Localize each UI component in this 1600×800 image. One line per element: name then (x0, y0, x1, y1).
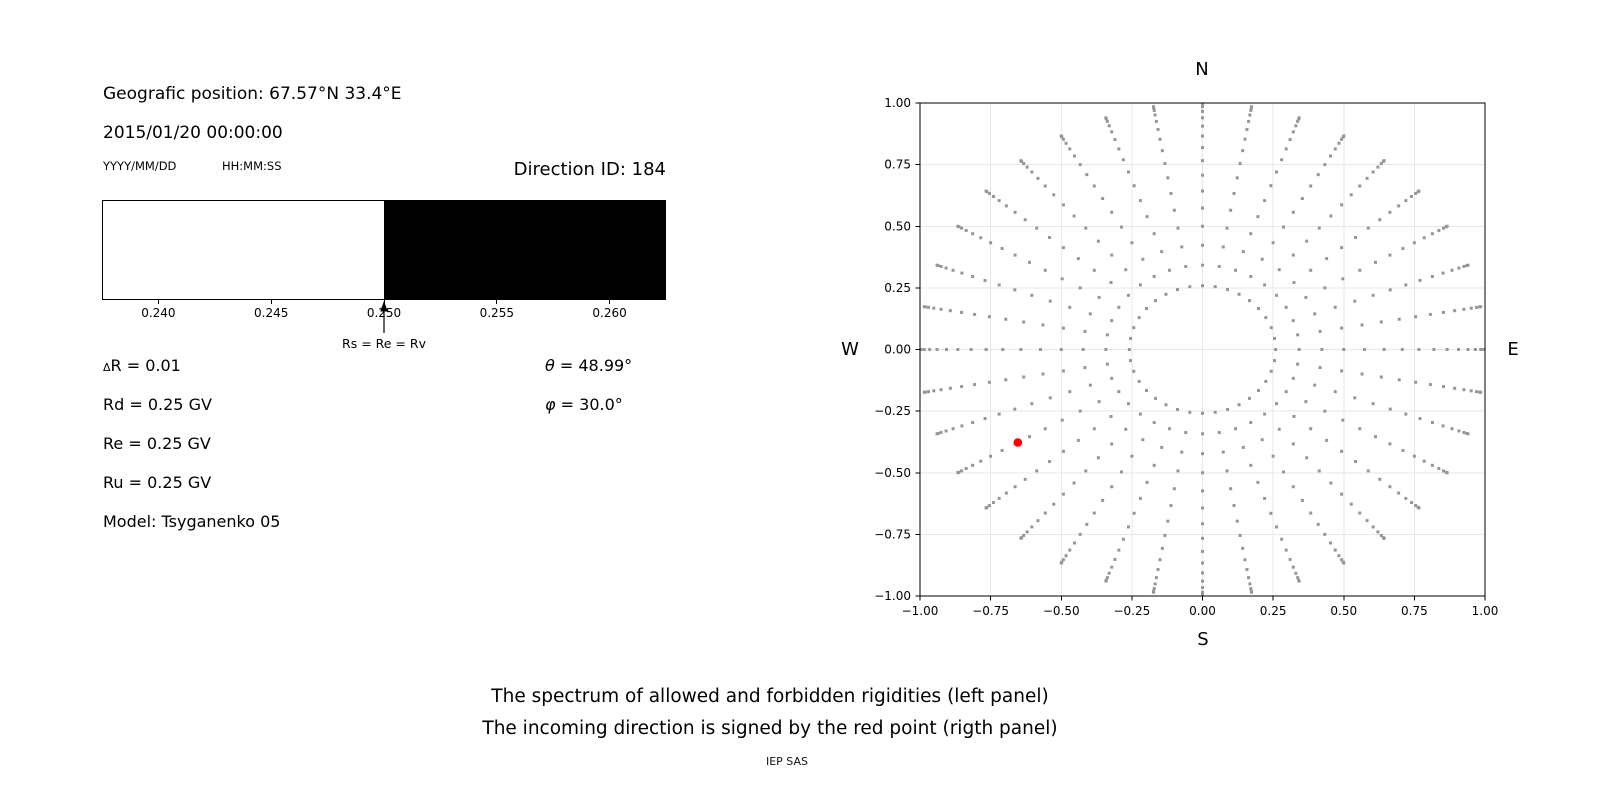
x-tick-label: 0.260 (592, 306, 627, 320)
caption-line-1: The spectrum of allowed and forbidden ri… (491, 686, 1049, 707)
cutoff-arrow-icon (380, 301, 388, 333)
spectrum-chart (102, 200, 666, 300)
delta-r-line: ΔR = 0.01 (103, 356, 181, 378)
x-tick-label: 0.50 (1330, 604, 1357, 618)
forbidden-region (384, 201, 665, 299)
cutoff-annotation: Rs = Re = Rv (342, 336, 426, 351)
x-tick-label: 0.245 (254, 306, 289, 320)
ru-line: Ru = 0.25 GV (103, 473, 212, 492)
y-tick-label: 0.00 (884, 343, 911, 357)
incoming-direction-point (1013, 438, 1023, 447)
x-tick-label: 0.75 (1401, 604, 1428, 618)
x-tick-label: 1.00 (1472, 604, 1499, 618)
phi-line: φ = 30.0° (545, 395, 665, 415)
x-tick (157, 300, 159, 304)
compass-label-south: S (1197, 629, 1209, 650)
theta-value: = 48.99° (554, 356, 633, 375)
y-tick-label: 1.00 (884, 96, 911, 110)
x-tick-label: 0.25 (1260, 604, 1287, 618)
delta-symbol: Δ (103, 361, 111, 374)
direction-plot-svg: −1.00 −0.75 −0.50 −0.25 0.00 0.25 0.50 0.75 1.00… (874, 96, 1499, 618)
delta-r-value: R = 0.01 (110, 356, 181, 375)
x-tick-label: 0.255 (479, 306, 514, 320)
y-tick-label: −0.75 (874, 527, 911, 541)
x-tick-label: −1.00 (902, 604, 939, 618)
x-tick (270, 300, 272, 304)
rd-line: Rd = 0.25 GV (103, 395, 212, 414)
x-tick (609, 300, 611, 304)
x-tick-label: −0.25 (1113, 604, 1150, 618)
x-tick-label: −0.50 (1043, 604, 1080, 618)
compass-label-east: E (1507, 339, 1519, 360)
allowed-region (103, 201, 384, 299)
x-tick-label: 0.00 (1189, 604, 1216, 618)
y-tick-label: 0.50 (884, 219, 911, 233)
phi-value: = 30.0° (555, 395, 623, 414)
y-tick-label: 0.75 (884, 158, 911, 172)
y-tick-label: −0.25 (874, 404, 911, 418)
date-format-label: YYYY/MM/DD (103, 159, 177, 173)
theta-line: θ = 48.99° (545, 356, 665, 376)
model-line: Model: Tsyganenko 05 (103, 512, 281, 531)
y-tick-label: 0.25 (884, 281, 911, 295)
compass-label-north: N (1195, 59, 1209, 80)
y-tick-label: −1.00 (874, 589, 911, 603)
geo-position-text: Geografic position: 67.57°N 33.4°E (103, 84, 402, 104)
credit-text: IEP SAS (765, 755, 809, 768)
time-format-label: HH:MM:SS (222, 159, 282, 173)
datetime-text: 2015/01/20 00:00:00 (103, 123, 283, 143)
phi-symbol: φ (545, 395, 556, 414)
x-tick-label: 0.240 (141, 306, 176, 320)
theta-symbol: θ (545, 356, 555, 375)
ray-dots (920, 103, 1485, 596)
caption-line-2: The incoming direction is signed by the … (482, 718, 1058, 739)
y-tick-label: −0.50 (874, 466, 911, 480)
x-tick (496, 300, 498, 304)
x-tick-label: −0.75 (972, 604, 1009, 618)
re-line: Re = 0.25 GV (103, 434, 211, 453)
direction-id-title: Direction ID: 184 (513, 159, 666, 180)
compass-label-west: W (841, 339, 859, 360)
